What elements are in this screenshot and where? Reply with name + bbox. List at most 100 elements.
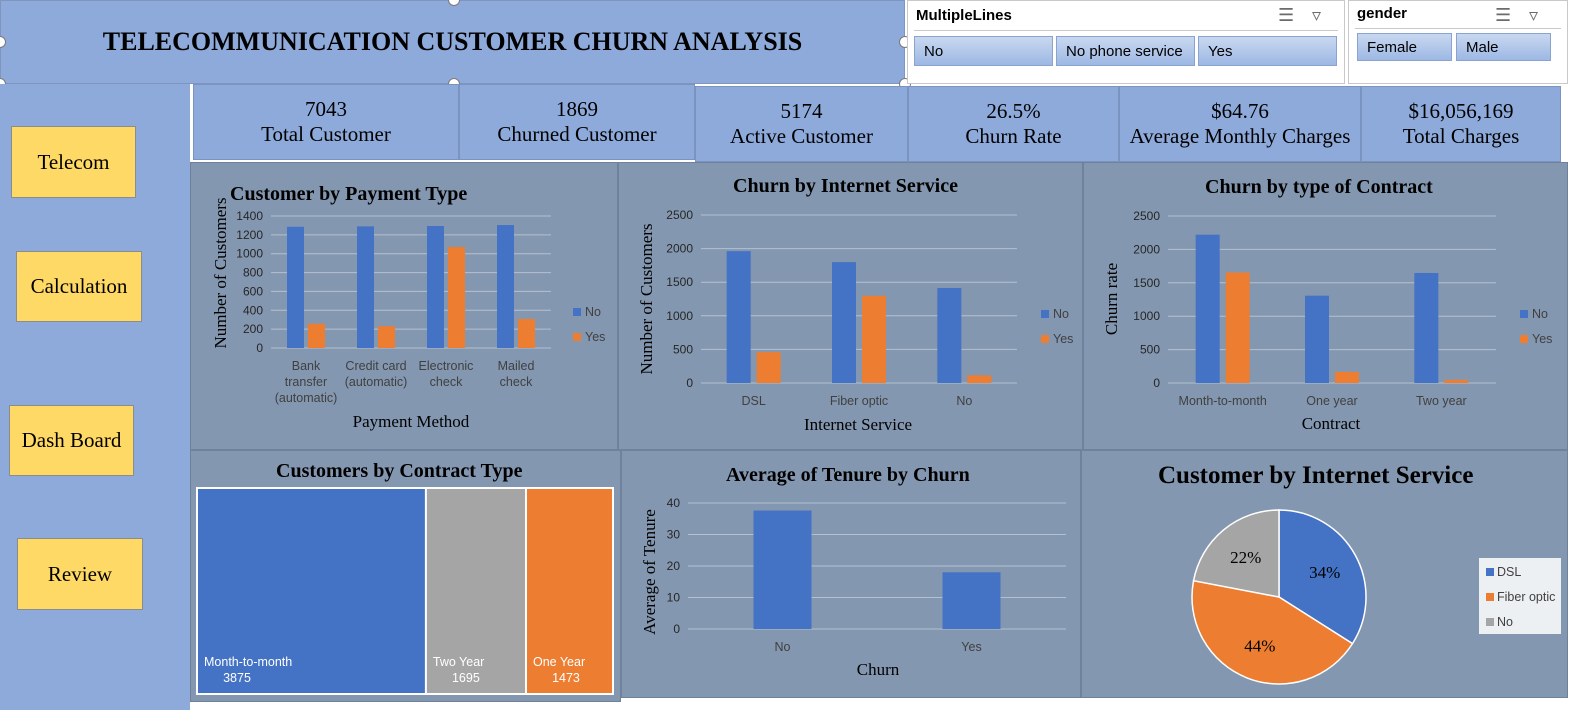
bar-no — [832, 262, 856, 383]
bar-yes — [1444, 379, 1469, 383]
bar-yes — [756, 352, 781, 383]
internet-service-pie-chart: 34% 44% 22% DSL Fiber optic No — [1191, 509, 1561, 685]
treemap-value: 1695 — [452, 671, 480, 685]
legend-swatch — [573, 333, 581, 341]
legend-swatch — [1486, 568, 1494, 576]
bar-yes — [308, 323, 325, 348]
y-tick-label: 10 — [667, 591, 681, 605]
pie-data-label: 22% — [1230, 548, 1261, 567]
nav-button-calculation[interactable]: Calculation — [16, 251, 142, 322]
x-axis-label: Churn — [857, 660, 900, 679]
bar-yes — [967, 375, 992, 383]
nav-button-review[interactable]: Review — [17, 538, 143, 610]
bar-yes — [1225, 272, 1250, 383]
kpi-churn-rate: 26.5% Churn Rate — [908, 86, 1119, 162]
slicer-title: gender — [1357, 5, 1408, 22]
legend-label: Yes — [1053, 332, 1073, 346]
pie-data-label: 34% — [1309, 563, 1340, 582]
pie-data-label: 44% — [1244, 637, 1275, 656]
chart-title: Customer by Payment Type — [230, 183, 468, 205]
y-tick-label: 2500 — [666, 208, 693, 222]
multi-select-icon[interactable]: ☰ — [1278, 5, 1295, 26]
y-tick-label: 0 — [1153, 376, 1160, 390]
slicer-item-yes[interactable]: Yes — [1198, 36, 1337, 66]
dashboard-title: TELECOMMUNICATION CUSTOMER CHURN ANALYSI… — [102, 27, 803, 56]
x-tick-label: (automatic) — [345, 375, 408, 389]
kpi-average-monthly-charges: $64.76 Average Monthly Charges — [1119, 86, 1361, 162]
y-tick-label: 1500 — [1133, 276, 1160, 290]
x-tick-label: One year — [1306, 394, 1357, 408]
chart-tenure[interactable]: Average of Tenure by Churn 0 10 20 30 40 No Ye… — [621, 450, 1081, 698]
y-tick-label: 0 — [686, 376, 693, 390]
chart-internet-service[interactable]: Churn by Internet Service 0 500 1000 1500 20… — [618, 162, 1083, 450]
treemap-label: Two Year — [433, 655, 484, 669]
bar-no — [726, 251, 751, 383]
y-tick-label: 200 — [243, 322, 263, 336]
kpi-label: Churned Customer — [497, 122, 657, 146]
y-tick-label: 400 — [243, 303, 263, 317]
chart-title: Churn by type of Contract — [1205, 176, 1433, 198]
y-tick-label: 1000 — [666, 309, 693, 323]
kpi-value: 26.5% — [986, 99, 1041, 123]
x-tick-label: Electronic — [419, 359, 474, 373]
dashboard-title-bar[interactable]: TELECOMMUNICATION CUSTOMER CHURN ANALYSI… — [0, 0, 905, 84]
tenure-bar-chart: 0 10 20 30 40 No Yes Churn Average of Tenure — [640, 496, 1066, 679]
kpi-label: Total Customer — [261, 122, 391, 146]
slicer-item-male[interactable]: Male — [1456, 33, 1551, 61]
bar-value — [942, 572, 1001, 629]
multiplelines-slicer[interactable]: MultipleLines ☰ ▿ No No phone service Ye… — [907, 0, 1345, 84]
bar-no — [287, 226, 304, 348]
chart-contract[interactable]: Churn by type of Contract 0 500 1000 1500 20… — [1083, 162, 1568, 450]
x-tick-label: check — [500, 375, 533, 389]
chart-title: Churn by Internet Service — [733, 175, 958, 197]
treemap-value: 3875 — [223, 671, 251, 685]
clear-filter-icon[interactable]: ▿ — [1529, 5, 1539, 26]
chart-contract-treemap[interactable]: Customers by Contract Type Month-to-mont… — [190, 450, 621, 702]
y-tick-label: 40 — [667, 496, 681, 510]
slicer-item-female[interactable]: Female — [1357, 33, 1452, 61]
slicer-item-no-phone-service[interactable]: No phone service — [1056, 36, 1195, 66]
bar-no — [1305, 295, 1329, 383]
y-tick-label: 0 — [673, 622, 680, 636]
bar-yes — [862, 295, 886, 383]
legend-swatch — [1486, 593, 1494, 601]
bar-yes — [378, 326, 395, 348]
legend-swatch — [1520, 335, 1528, 343]
y-tick-label: 1200 — [236, 228, 263, 242]
treemap-tile — [526, 489, 612, 693]
bar-no — [1414, 272, 1439, 383]
nav-button-dashboard[interactable]: Dash Board — [9, 405, 134, 476]
legend-label: No — [1053, 307, 1069, 321]
kpi-value: $16,056,169 — [1408, 99, 1514, 123]
multi-select-icon[interactable]: ☰ — [1495, 5, 1512, 26]
x-tick-label: Mailed — [498, 359, 535, 373]
x-axis-label: Payment Method — [353, 412, 470, 431]
x-tick-label: DSL — [742, 394, 766, 408]
chart-internet-pie[interactable]: Customer by Internet Service 34% 44% 22% DS… — [1081, 450, 1568, 698]
chart-title: Average of Tenure by Churn — [726, 464, 970, 486]
bar-yes — [518, 318, 535, 348]
y-axis-label: Number of Customers — [211, 197, 230, 348]
kpi-active-customer: 5174 Active Customer — [695, 86, 908, 162]
x-tick-label: Bank — [292, 359, 321, 373]
y-tick-label: 20 — [667, 559, 681, 573]
y-tick-label: 1000 — [1133, 309, 1160, 323]
clear-filter-icon[interactable]: ▿ — [1312, 5, 1322, 26]
chart-title: Customers by Contract Type — [276, 460, 523, 482]
kpi-label: Active Customer — [730, 124, 873, 148]
y-tick-label: 800 — [243, 266, 263, 280]
kpi-total-customer: 7043 Total Customer — [193, 84, 459, 160]
legend-label: DSL — [1497, 565, 1521, 579]
treemap-tile — [426, 489, 525, 693]
legend-swatch — [573, 308, 581, 316]
gender-slicer[interactable]: gender ☰ ▿ Female Male — [1348, 0, 1568, 84]
treemap-label: One Year — [533, 655, 585, 669]
y-tick-label: 500 — [673, 342, 693, 356]
bar-value — [753, 510, 812, 629]
nav-button-telecom[interactable]: Telecom — [11, 126, 136, 198]
y-tick-label: 2500 — [1133, 209, 1160, 223]
slicer-item-no[interactable]: No — [914, 36, 1053, 66]
chart-payment-type[interactable]: Customer by Payment Type 0 200 400 600 800 10… — [190, 162, 618, 450]
x-tick-label: Credit card — [345, 359, 406, 373]
legend-label: Yes — [1532, 332, 1552, 346]
